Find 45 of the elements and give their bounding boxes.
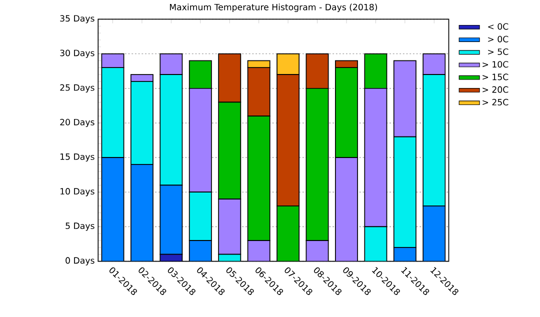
bar: [130, 164, 154, 262]
legend-label: > 5C: [488, 48, 508, 55]
legend-label: > 15C: [482, 74, 508, 80]
bar: [101, 157, 124, 262]
y-tick-label: 35 Days: [60, 15, 94, 24]
bar: [364, 226, 387, 262]
bar: [188, 60, 212, 89]
y-tick-label: 5 Days: [66, 222, 94, 231]
bar: [364, 53, 388, 89]
bar: [335, 67, 358, 158]
legend-label: > 25C: [482, 98, 508, 106]
bar: [364, 88, 388, 228]
y-tick-label: 10 Days: [60, 188, 94, 196]
legend-label: > 20C: [482, 86, 508, 93]
bar: [160, 184, 183, 255]
chart-title: Maximum Temperature Histogram - Days (2018): [170, 4, 378, 12]
bar: [218, 102, 242, 200]
y-tick-label: 20 Days: [60, 118, 94, 128]
bar: [306, 88, 329, 241]
legend-label: < 0C: [488, 23, 508, 30]
bar: [101, 67, 124, 158]
y-tick-label: 0 Days: [66, 257, 94, 266]
bar: [393, 60, 416, 138]
bar: [160, 74, 183, 186]
bar: [422, 74, 446, 206]
bar: [247, 116, 270, 241]
legend-label: > 10C: [482, 61, 508, 68]
bar: [188, 88, 212, 193]
bar: [277, 206, 300, 262]
bar: [422, 206, 446, 262]
bar: [422, 53, 446, 75]
legend-label: > 0C: [488, 36, 508, 42]
bar: [335, 158, 358, 262]
bar: [306, 240, 328, 262]
bar: [101, 53, 124, 68]
y-tick-label: 25 Days: [60, 84, 94, 92]
bar: [160, 53, 183, 75]
bar: [189, 240, 212, 262]
bar: [188, 192, 212, 241]
bar: [130, 81, 154, 165]
bar: [218, 198, 242, 255]
y-tick-label: 15 Days: [60, 154, 94, 162]
bar: [393, 136, 416, 248]
bar: [248, 240, 270, 262]
y-tick-label: 30 Days: [60, 50, 94, 58]
